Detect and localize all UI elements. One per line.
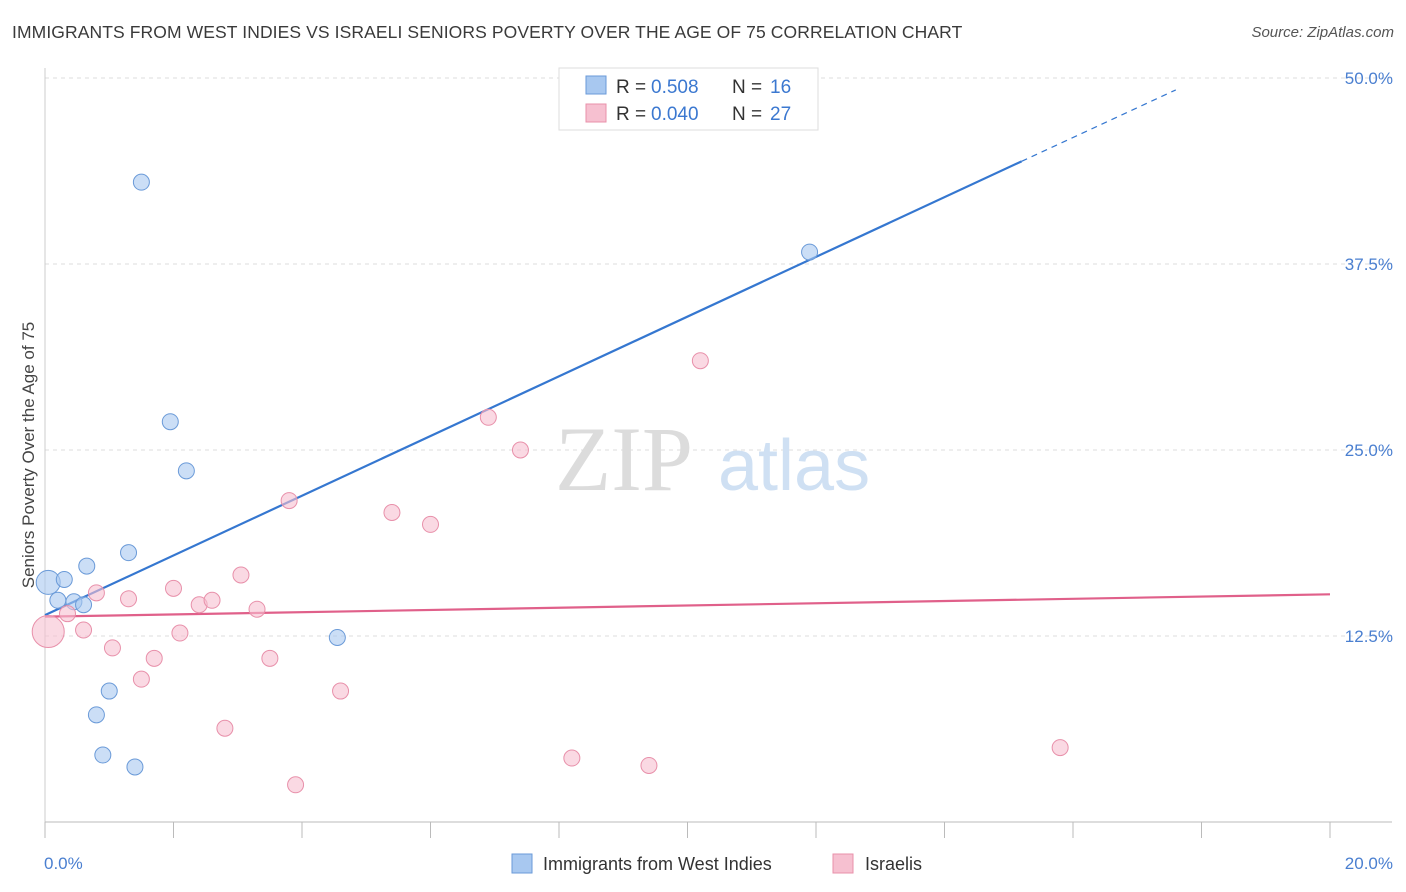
point-s1-16 bbox=[280, 492, 298, 510]
x-tick-label-0: 0.0% bbox=[44, 854, 83, 873]
legend-r-value-2: 0.040 bbox=[651, 104, 699, 125]
axes bbox=[44, 68, 1392, 838]
point-s1-0 bbox=[31, 615, 65, 649]
legend-n-label-1: N = bbox=[732, 77, 762, 98]
point-s0-12 bbox=[161, 413, 179, 431]
legend-n-label-2: N = bbox=[732, 104, 762, 125]
point-s1-3 bbox=[87, 584, 105, 602]
point-s1-9 bbox=[171, 624, 189, 642]
legend-n-value-2: 27 bbox=[770, 104, 791, 125]
point-s1-4 bbox=[103, 639, 121, 657]
legend-n-value-1: 16 bbox=[770, 77, 791, 98]
trend-line-extension-0 bbox=[1021, 89, 1177, 162]
y-tick-label-1: 25.0% bbox=[1345, 441, 1393, 460]
point-s0-9 bbox=[120, 544, 138, 562]
watermark-atlas: atlas bbox=[718, 426, 870, 506]
point-s0-10 bbox=[126, 758, 144, 776]
point-s1-19 bbox=[383, 503, 401, 521]
x-tick-label-1: 20.0% bbox=[1345, 854, 1393, 873]
point-s1-7 bbox=[145, 649, 163, 667]
y-tick-label-3: 50.0% bbox=[1345, 69, 1393, 88]
point-s1-21 bbox=[479, 408, 497, 426]
legend-bottom: Immigrants from West Indies Israelis bbox=[511, 853, 922, 874]
point-s1-23 bbox=[563, 749, 581, 767]
point-s1-26 bbox=[1051, 739, 1069, 757]
source-credit: Source: ZipAtlas.com bbox=[1251, 24, 1394, 41]
legend-r-label-1: R = bbox=[616, 77, 646, 98]
legend-r-value-1: 0.508 bbox=[651, 77, 699, 98]
point-s1-18 bbox=[332, 682, 350, 700]
bottom-legend-swatch-west-indies bbox=[511, 853, 533, 874]
point-s1-11 bbox=[203, 591, 221, 609]
y-axis-label: Seniors Poverty Over the Age of 75 bbox=[19, 322, 38, 588]
point-s1-1 bbox=[58, 605, 76, 623]
trend-lines bbox=[44, 89, 1331, 618]
point-s1-14 bbox=[248, 600, 266, 618]
point-s1-6 bbox=[132, 670, 150, 688]
legend-top: R = 0.508 N = 16 R = 0.040 N = 27 bbox=[558, 67, 819, 131]
watermark-zip: ZIP bbox=[555, 408, 693, 510]
point-s0-1 bbox=[49, 591, 67, 609]
point-s1-5 bbox=[120, 590, 138, 608]
point-s0-8 bbox=[100, 682, 118, 700]
point-s0-15 bbox=[801, 243, 819, 261]
point-s1-15 bbox=[261, 649, 279, 667]
legend-swatch-west-indies bbox=[585, 75, 607, 95]
point-s0-5 bbox=[78, 557, 96, 575]
legend-r-label-2: R = bbox=[616, 104, 646, 125]
point-s1-25 bbox=[691, 352, 709, 370]
bottom-legend-swatch-israelis bbox=[832, 853, 854, 874]
point-s1-12 bbox=[216, 719, 234, 737]
trend-line-1 bbox=[44, 593, 1331, 618]
point-s0-6 bbox=[87, 706, 105, 724]
point-s1-13 bbox=[232, 566, 250, 584]
trend-line-0 bbox=[44, 160, 1023, 617]
watermark: ZIP atlas bbox=[555, 408, 870, 510]
bottom-legend-label-west-indies: Immigrants from West Indies bbox=[543, 854, 772, 874]
point-s1-17 bbox=[287, 776, 305, 794]
point-s0-13 bbox=[177, 462, 195, 480]
point-s0-2 bbox=[55, 570, 73, 588]
point-s1-20 bbox=[422, 515, 439, 533]
data-points bbox=[31, 173, 1069, 794]
chart-title: IMMIGRANTS FROM WEST INDIES VS ISRAELI S… bbox=[12, 22, 963, 42]
legend-swatch-israelis bbox=[585, 103, 607, 123]
point-s1-24 bbox=[640, 756, 658, 774]
y-tick-label-2: 37.5% bbox=[1345, 255, 1393, 274]
gridlines bbox=[45, 77, 1392, 637]
point-s0-7 bbox=[94, 746, 112, 764]
point-s0-14 bbox=[328, 628, 346, 646]
y-tick-label-0: 12.5% bbox=[1345, 627, 1393, 646]
point-s1-22 bbox=[511, 441, 529, 459]
point-s1-8 bbox=[165, 579, 182, 597]
point-s0-4 bbox=[75, 596, 93, 614]
bottom-legend-label-israelis: Israelis bbox=[865, 854, 922, 874]
point-s0-11 bbox=[132, 173, 150, 191]
x-tick-labels: 0.0% 20.0% bbox=[44, 854, 1393, 873]
point-s1-2 bbox=[75, 621, 93, 639]
y-tick-labels: 12.5% 25.0% 37.5% 50.0% bbox=[1345, 69, 1393, 646]
